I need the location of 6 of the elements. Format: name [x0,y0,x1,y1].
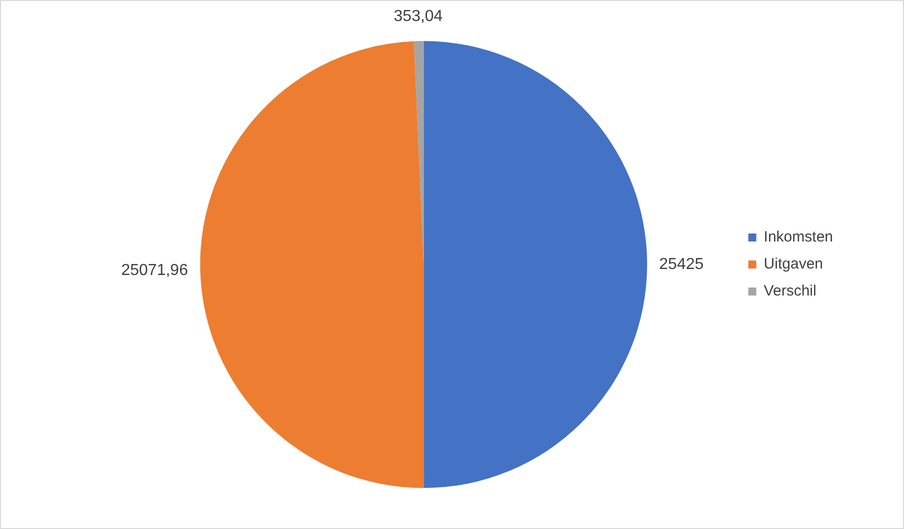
legend-label: Verschil [764,282,816,300]
legend-label: Inkomsten [764,228,834,246]
legend-label: Uitgaven [764,256,824,273]
data-label: 25071,96 [121,262,188,279]
data-label: 353,04 [394,8,443,25]
data-label: 25425 [659,256,704,273]
